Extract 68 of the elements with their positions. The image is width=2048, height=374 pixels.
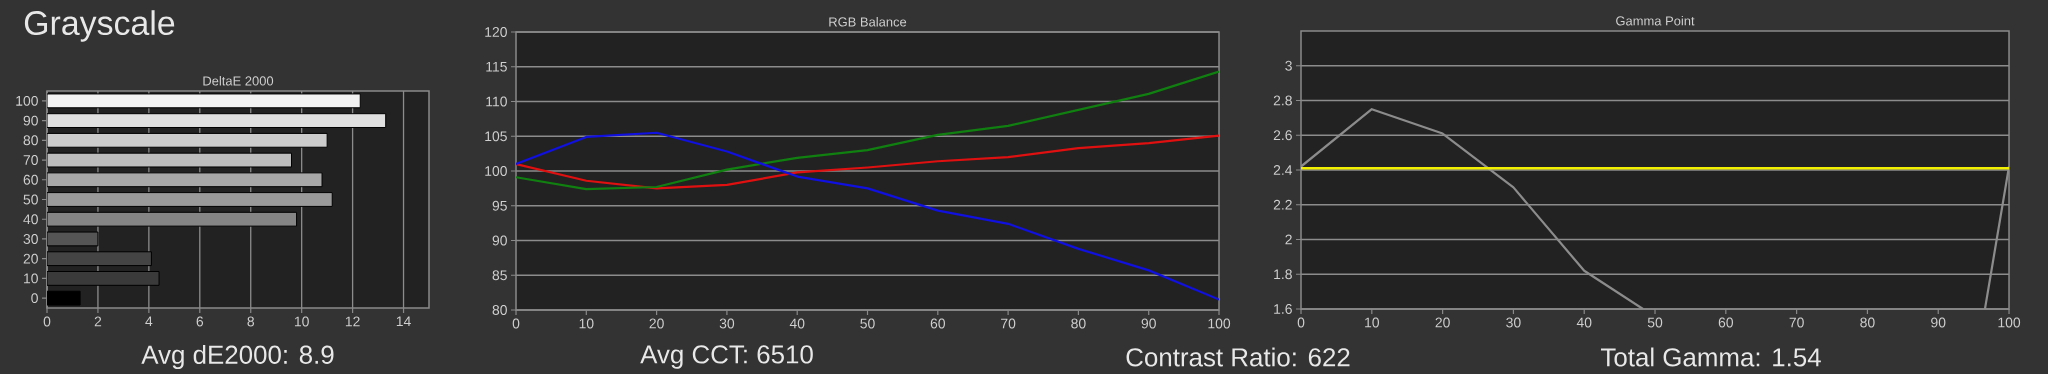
text: Contrast Ratio: 622 xyxy=(1126,347,1350,367)
y-tick-label: 2 xyxy=(1285,234,1292,245)
y-tick-label: 100 xyxy=(16,95,38,106)
y-tick-label: 3 xyxy=(1285,60,1292,71)
y-tick-label: 105 xyxy=(485,131,507,142)
y-tick-label: 30 xyxy=(23,234,38,244)
y-tick-label: 80 xyxy=(492,305,507,315)
x-tick-label: 90 xyxy=(1141,318,1156,329)
x-tick-label: 40 xyxy=(789,318,805,329)
x-tick-label: 40 xyxy=(1576,317,1592,328)
y-tick-label: 100 xyxy=(485,166,507,176)
x-tick-label: 20 xyxy=(1435,317,1450,328)
x-tick-label: 100 xyxy=(1208,318,1231,329)
x-tick-label: 10 xyxy=(1365,317,1380,328)
x-tick-label: 10 xyxy=(294,316,309,327)
x-tick-label: 30 xyxy=(1506,317,1521,328)
y-tick-label: 110 xyxy=(486,96,507,107)
text: Avg dE2000: 8.9 xyxy=(141,344,334,370)
x-tick-label: 4 xyxy=(145,316,153,327)
line-series xyxy=(516,134,1220,190)
x-tick-label: 80 xyxy=(1860,317,1875,328)
chart-title: RGB Balance xyxy=(829,16,907,27)
y-tick-label: 10 xyxy=(24,273,38,284)
x-tick-label: 14 xyxy=(396,316,411,327)
x-tick-label: 50 xyxy=(860,318,875,329)
y-tick-label: 50 xyxy=(23,194,38,205)
x-tick-label: 90 xyxy=(1931,317,1946,328)
x-tick-label: 0 xyxy=(43,316,51,327)
y-tick-label: 2.2 xyxy=(1273,199,1292,210)
x-tick-label: 0 xyxy=(1297,317,1305,328)
x-tick-label: 70 xyxy=(1789,317,1804,328)
y-tick-label: 120 xyxy=(485,27,507,37)
y-tick-label: 70 xyxy=(23,155,38,165)
y-tick-label: 115 xyxy=(486,61,507,72)
x-tick-label: 100 xyxy=(1998,317,2021,328)
x-tick-label: 60 xyxy=(930,318,946,329)
x-tick-label: 80 xyxy=(1071,318,1086,329)
x-tick-label: 70 xyxy=(1001,318,1016,329)
text: Total Gamma: 1.54 xyxy=(1600,347,1821,367)
y-tick-label: 1.8 xyxy=(1274,269,1292,280)
y-tick-label: 2.4 xyxy=(1273,165,1293,175)
y-tick-label: 20 xyxy=(23,253,38,264)
x-tick-label: 0 xyxy=(512,318,520,329)
y-tick-label: 90 xyxy=(492,235,507,246)
y-tick-label: 60 xyxy=(23,174,38,185)
x-tick-label: 8 xyxy=(247,316,255,327)
chart-title: DeltaE 2000 xyxy=(203,75,274,86)
x-tick-label: 2 xyxy=(94,316,102,327)
y-tick-label: 90 xyxy=(23,115,38,126)
x-tick-label: 30 xyxy=(719,318,735,329)
chart-title: Gamma Point xyxy=(1616,15,1695,26)
y-tick-label: 0 xyxy=(31,293,38,304)
y-tick-label: 40 xyxy=(23,214,38,225)
x-tick-label: 50 xyxy=(1647,317,1663,328)
y-tick-label: 2.8 xyxy=(1273,95,1292,106)
text: Grayscale xyxy=(24,10,175,42)
x-tick-label: 10 xyxy=(579,318,594,329)
line-series xyxy=(516,131,1220,301)
x-tick-label: 20 xyxy=(649,318,664,329)
y-tick-label: 95 xyxy=(492,200,507,211)
y-tick-label: 1.6 xyxy=(1274,304,1292,314)
x-tick-label: 6 xyxy=(196,316,204,327)
x-tick-label: 60 xyxy=(1718,317,1734,328)
y-tick-label: 80 xyxy=(23,135,38,146)
x-tick-label: 12 xyxy=(345,316,360,327)
y-tick-label: 85 xyxy=(492,270,507,281)
text: Avg CCT: 6510 xyxy=(640,345,813,369)
y-tick-label: 2.6 xyxy=(1273,130,1292,141)
